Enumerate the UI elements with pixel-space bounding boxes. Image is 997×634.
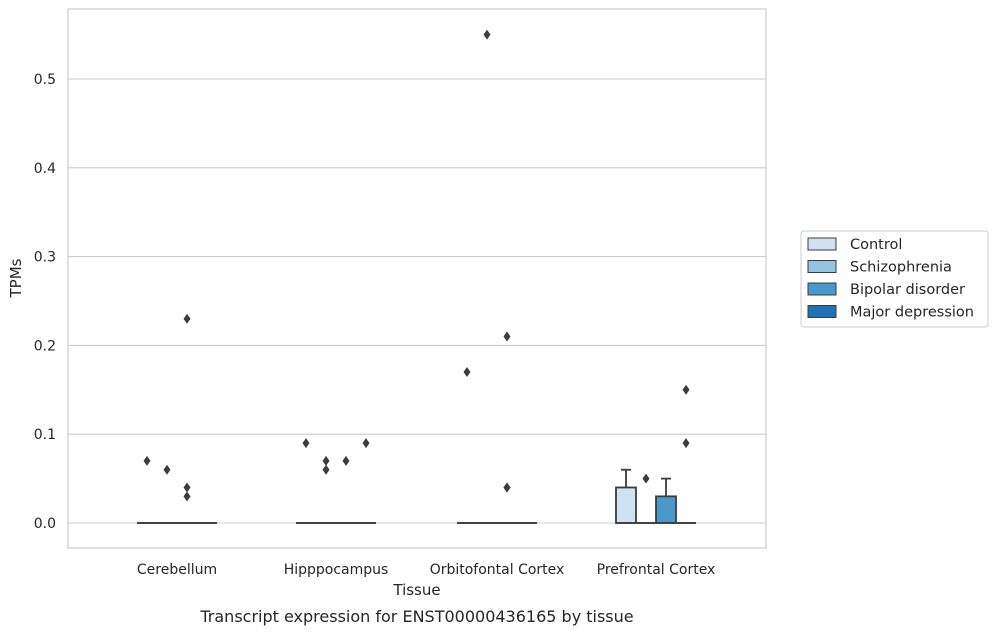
y-tick-label: 0.5 — [34, 72, 56, 88]
box — [615, 468, 637, 524]
y-tick-label: 0.1 — [34, 427, 56, 443]
y-tick-label: 0.4 — [34, 161, 56, 177]
x-tick-label: Prefrontal Cortex — [597, 562, 716, 578]
outlier-point — [503, 482, 511, 493]
y-axis-ticks: 0.0 0.1 0.2 0.3 0.4 0.5 — [34, 72, 56, 532]
x-tick-label: Orbitofontal Cortex — [430, 562, 565, 578]
y-tick-label: 0.3 — [34, 250, 56, 266]
legend-label: Major depression — [850, 305, 974, 321]
outlier-point — [183, 482, 191, 493]
outlier-point — [163, 464, 171, 475]
boxes — [137, 468, 696, 524]
x-tick-label: Cerebellum — [137, 562, 217, 578]
legend-item: Control — [807, 237, 902, 253]
y-axis-label: TPMs — [7, 258, 25, 298]
outlier-point — [322, 464, 330, 475]
chart-caption: Transcript expression for ENST0000043616… — [199, 607, 633, 626]
box-body — [615, 486, 637, 524]
plot-frame — [67, 8, 767, 549]
outlier-point — [503, 331, 511, 342]
legend-swatch — [807, 260, 837, 273]
outlier-point — [642, 473, 650, 484]
outlier-point — [682, 438, 690, 449]
y-tick-label: 0.0 — [34, 516, 56, 532]
x-tick-label: Hipppocampus — [284, 562, 389, 578]
legend-swatch — [807, 282, 837, 296]
legend-label: Bipolar disorder — [850, 282, 965, 298]
outlier-point — [483, 29, 491, 40]
x-axis-label: Tissue — [392, 581, 440, 599]
legend-frame — [800, 230, 989, 328]
legend-label: Schizophrenia — [850, 260, 952, 276]
outlier-point — [183, 491, 191, 502]
legend-swatch — [807, 305, 837, 318]
outlier-point — [183, 313, 191, 324]
y-tick-label: 0.2 — [34, 338, 56, 354]
x-axis-ticks: Cerebellum Hipppocampus Orbitofontal Corte… — [137, 562, 715, 578]
outlier-point — [143, 455, 151, 466]
outlier-point — [463, 367, 471, 378]
legend-swatch — [807, 237, 837, 251]
outlier-point — [302, 438, 310, 449]
outlier-point — [322, 455, 330, 466]
outlier-point — [362, 438, 370, 449]
legend-item: Schizophrenia — [807, 260, 952, 276]
outlier-point — [342, 455, 350, 466]
legend-item: Bipolar disorder — [807, 282, 965, 298]
gridlines — [68, 78, 766, 524]
box — [655, 477, 677, 524]
box-body — [655, 495, 677, 524]
legend: Control Schizophrenia Bipolar disorder Majo… — [800, 230, 989, 328]
outlier-points — [143, 29, 690, 502]
legend-label: Control — [850, 237, 902, 253]
outlier-point — [682, 384, 690, 395]
legend-item: Major depression — [807, 305, 974, 321]
